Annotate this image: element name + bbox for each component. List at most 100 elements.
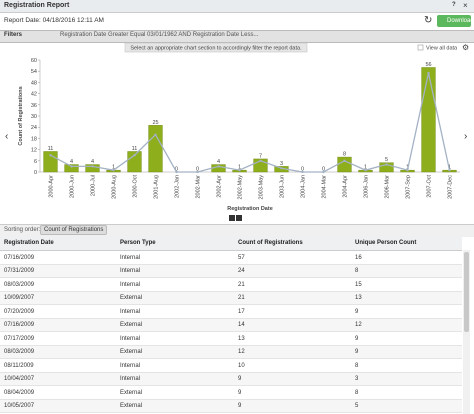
data-label: 4 xyxy=(91,159,94,165)
y-axis-title: Count of Registrations xyxy=(18,86,24,145)
view-all-checkbox[interactable] xyxy=(417,44,424,51)
download-label: Download xyxy=(447,18,474,24)
table-cell: 07/20/2009 xyxy=(4,308,35,315)
bar xyxy=(127,151,142,173)
data-label: 4 xyxy=(217,159,220,165)
collapse-button[interactable] xyxy=(229,215,235,221)
table-row xyxy=(0,386,462,400)
expand-button[interactable] xyxy=(236,215,242,221)
table-cell: Internal xyxy=(120,268,141,274)
table-cell: 07/16/2009 xyxy=(4,322,35,328)
tooltip-box xyxy=(124,42,308,53)
line-point xyxy=(364,168,367,172)
bar xyxy=(148,125,163,173)
table-cell: 10/04/2007 xyxy=(4,376,35,382)
table-cell: 08/03/2009 xyxy=(4,281,35,288)
x-tick-label: 2002-May xyxy=(238,175,244,200)
table-cell: 10/09/2007 xyxy=(4,295,35,301)
table: Registration Date Person Type Count of Reg… xyxy=(0,237,462,414)
line-point xyxy=(406,168,409,172)
data-label: 3 xyxy=(280,161,283,167)
bar xyxy=(337,156,352,173)
table-cell: External xyxy=(120,295,143,301)
sorting-bar xyxy=(0,224,474,237)
line xyxy=(50,72,451,173)
table-cell: 07/16/2009 xyxy=(4,254,35,261)
table-cell: 9 xyxy=(355,335,359,342)
y-tick-label: 30 xyxy=(31,114,37,120)
line-point xyxy=(238,168,241,172)
refresh-button[interactable]: ↻ xyxy=(424,15,433,26)
x-tick-label: 2007-Sep xyxy=(406,175,412,199)
table-row xyxy=(0,345,462,359)
table-cell: 14 xyxy=(238,322,245,328)
table-cell: 9 xyxy=(238,403,242,409)
data-label: 7 xyxy=(259,153,262,159)
table-row xyxy=(0,305,462,319)
y-tick-label: 54 xyxy=(31,69,37,75)
y-tick-label: 6 xyxy=(34,159,37,165)
table-cell: 8 xyxy=(355,389,359,396)
table-row xyxy=(0,332,462,346)
table-cell: 57 xyxy=(238,254,245,261)
help-button[interactable]: ? xyxy=(452,2,456,8)
table-row xyxy=(0,318,462,332)
table-cell: Internal xyxy=(120,335,141,342)
x-tick-label: 2000-Jun xyxy=(70,175,76,198)
next-arrow: › xyxy=(464,131,467,142)
table-cell: External xyxy=(120,322,143,328)
table-row xyxy=(0,359,462,373)
x-tick-label: 2001-Aug xyxy=(154,175,160,199)
data-label: 0 xyxy=(196,167,199,173)
table-cell: 07/31/2009 xyxy=(4,268,35,274)
table-header xyxy=(0,237,462,251)
scrollbar[interactable] xyxy=(463,250,470,414)
line-point xyxy=(385,163,388,166)
sorting-chip[interactable]: Count of Registrations xyxy=(40,225,108,235)
close-button[interactable]: × xyxy=(463,1,468,10)
table-cell: 13 xyxy=(238,335,245,342)
line-point xyxy=(175,170,178,174)
table-row xyxy=(0,278,462,292)
filters-label[interactable]: Filters xyxy=(4,32,23,38)
line-point xyxy=(301,170,304,174)
line-point xyxy=(427,71,430,75)
data-label: 1 xyxy=(112,165,115,171)
table-cell: 8 xyxy=(355,362,359,369)
data-label: 11 xyxy=(48,146,54,152)
table-cell: 08/11/2009 xyxy=(4,362,34,369)
table-cell: 5 xyxy=(355,403,359,409)
table-cell: Internal xyxy=(120,308,141,315)
data-label: 0 xyxy=(301,167,304,173)
table-cell: 9 xyxy=(355,349,359,355)
tooltip: Select an appropriate chart section to a… xyxy=(130,46,302,52)
view-all-label: View all data xyxy=(426,46,458,52)
table-cell: 10/05/2007 xyxy=(4,403,35,409)
title: Registration Report xyxy=(4,2,70,9)
line-point xyxy=(49,154,52,157)
x-tick-label: 2006-Jan xyxy=(364,175,370,198)
data-label: 8 xyxy=(343,152,346,158)
table-cell: External xyxy=(120,349,143,355)
data-label: 5 xyxy=(385,157,388,163)
table-cell: 17 xyxy=(238,308,245,315)
table-cell: Internal xyxy=(120,281,141,288)
line-point xyxy=(196,170,199,174)
x-tick-label: 2000-Apr xyxy=(49,175,55,198)
y-tick-label: 48 xyxy=(31,80,37,86)
data-label: 0 xyxy=(175,167,178,173)
bar xyxy=(421,67,436,173)
table-cell: External xyxy=(120,403,143,409)
line-point xyxy=(322,170,325,174)
download-button[interactable] xyxy=(437,15,471,27)
table-cell: Internal xyxy=(120,376,141,382)
x-tick-label: 2002-Jan xyxy=(175,175,181,198)
y-tick-label: 42 xyxy=(31,92,37,98)
table-cell: 8 xyxy=(355,268,359,274)
table-cell: 24 xyxy=(238,268,245,274)
table-cell: 08/03/2009 xyxy=(4,349,35,355)
x-tick-label: 2000-Aug xyxy=(112,175,118,199)
line-point xyxy=(217,165,220,168)
sorting-label: Sorting order: xyxy=(4,227,41,233)
table-row xyxy=(0,264,462,278)
